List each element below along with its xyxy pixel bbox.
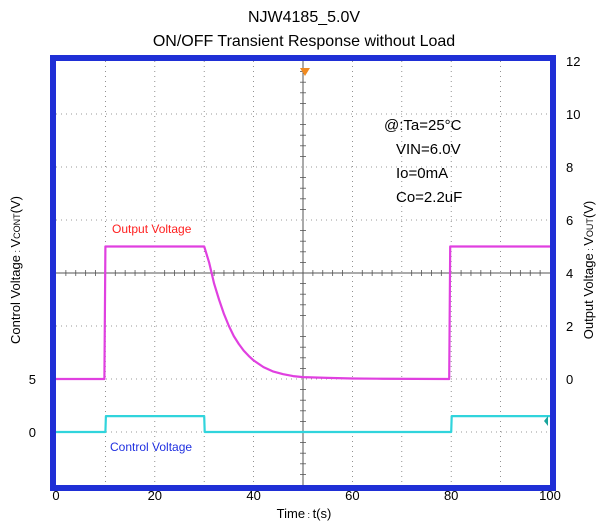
series-label-control: Control Voltage [110, 440, 192, 454]
series-label-output: Output Voltage [112, 222, 192, 236]
annotation-temperature: @:Ta=25°C [384, 117, 462, 134]
series-line-output-voltage [56, 245, 550, 381]
y-right-tick-label: 8 [566, 160, 573, 175]
x-tick-label: 60 [345, 488, 359, 503]
trigger-marker [300, 68, 310, 76]
x-tick-label: 40 [246, 488, 260, 503]
chart-title: NJW4185_5.0V [248, 9, 360, 26]
y-left-tick-label: 0 [29, 425, 36, 440]
y-axis-label-right: Output Voltage : VOUT(V) [581, 201, 596, 340]
x-tick-label: 20 [148, 488, 162, 503]
x-tick-label: 0 [52, 488, 59, 503]
y-left-tick-label: 5 [29, 372, 36, 387]
annotation-io: Io=0mA [396, 165, 448, 182]
annotation-co: Co=2.2uF [396, 189, 462, 206]
y-right-tick-label: 2 [566, 319, 573, 334]
y-right-tick-label: 12 [566, 54, 580, 69]
y-right-tick-label: 4 [566, 266, 573, 281]
tick-labels: 0 20 40 60 80 100 0 2 4 6 8 10 12 5 0 [29, 54, 581, 503]
series-layer [56, 245, 550, 434]
chart-subtitle: ON/OFF Transient Response without Load [153, 33, 455, 50]
control-level-marker [544, 416, 548, 426]
y-axis-label-left: Control Voltage : VCONT(V) [8, 196, 23, 344]
series-line-control-voltage [56, 415, 550, 434]
x-axis-label: Time : t(s) [277, 506, 332, 521]
annotation-vin: VIN=6.0V [396, 141, 461, 158]
grid [56, 61, 550, 485]
conditions-annotation: @:Ta=25°C VIN=6.0V Io=0mA Co=2.2uF [384, 117, 462, 206]
y-right-tick-label: 0 [566, 372, 573, 387]
x-tick-label: 80 [444, 488, 458, 503]
plot-frame [50, 55, 556, 491]
x-tick-label: 100 [539, 488, 561, 503]
y-right-tick-label: 10 [566, 107, 580, 122]
y-right-tick-label: 6 [566, 213, 573, 228]
